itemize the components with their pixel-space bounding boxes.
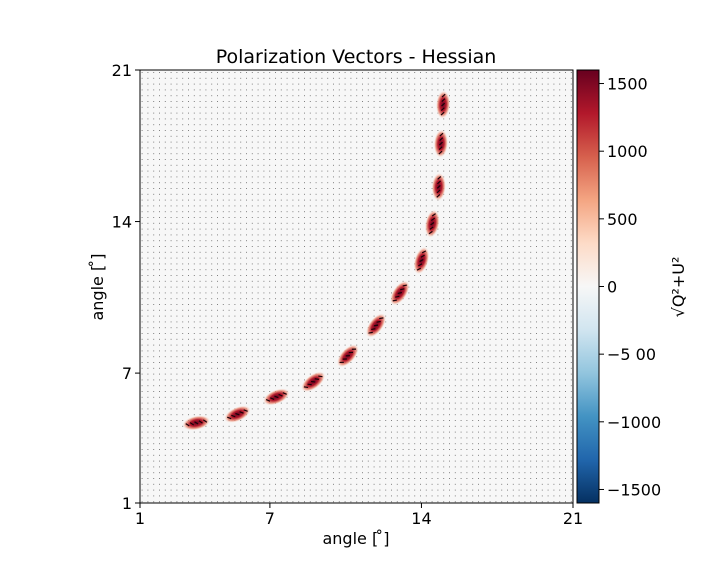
vector-tick	[436, 194, 441, 198]
vector-tick	[227, 416, 232, 420]
data-point	[224, 405, 251, 423]
vector-tick	[351, 348, 357, 350]
vector-tick	[419, 258, 424, 263]
vector-tick	[436, 189, 441, 194]
vector-tick	[430, 222, 435, 226]
vector-tick	[345, 355, 350, 357]
vector-tick	[373, 324, 379, 327]
vector-tick	[202, 419, 208, 423]
data-point	[365, 313, 387, 338]
vector-tick	[431, 213, 436, 217]
plot-frame	[139, 69, 574, 504]
y-axis-label: angle [ ̊]	[88, 253, 107, 320]
data-point	[431, 172, 446, 201]
vector-tick	[430, 217, 436, 221]
x-tick-label: 7	[265, 509, 275, 528]
colorbar-tick-label: 0	[607, 278, 617, 297]
vector-tick	[274, 395, 279, 399]
colorbar-tick-label: −5 00	[607, 345, 656, 364]
vector-tick	[243, 409, 248, 412]
data-point	[390, 280, 410, 306]
vector-tick	[395, 295, 400, 298]
vector-tick	[428, 230, 433, 235]
vector-tick	[441, 102, 446, 107]
vector-tick	[376, 320, 381, 323]
data-point	[263, 388, 290, 406]
vector-tick	[436, 185, 441, 189]
vector-tick	[438, 141, 443, 146]
vector-tick	[379, 317, 384, 320]
colorbar-tick-label: 500	[607, 210, 638, 229]
vector-tick	[185, 423, 190, 427]
vector-tick	[270, 397, 275, 400]
axes: 1 7 14 21 1 7 14 21	[112, 61, 584, 528]
vector-tick	[441, 98, 446, 103]
data-point	[436, 90, 451, 119]
vector-tick	[437, 176, 442, 180]
vector-tick	[189, 422, 194, 426]
vector-tick	[368, 331, 373, 334]
colorbar-tick-label: 1500	[607, 75, 648, 94]
vector-tick	[265, 398, 271, 402]
vector-tick	[371, 328, 376, 331]
x-tick-label: 21	[563, 509, 583, 528]
vector-tick	[231, 414, 236, 418]
chart-title: Polarization Vectors - Hessian	[216, 46, 497, 68]
vector-tick	[198, 420, 203, 424]
vector-tick	[441, 93, 446, 98]
data-point	[413, 246, 430, 275]
vector-tick	[421, 250, 427, 254]
vector-tick	[307, 383, 312, 386]
vector-tick	[438, 150, 443, 155]
vector-tick	[439, 132, 444, 137]
plot-area	[140, 70, 573, 503]
colorbar: 1500 1000 500 0 −5 00 −1000 −1500	[576, 69, 661, 504]
vector-tick	[239, 411, 244, 414]
vector-tick	[439, 137, 444, 141]
data-point	[182, 415, 211, 431]
vector-tick	[400, 288, 405, 291]
y-tick-label: 1	[122, 494, 132, 513]
vector-tick	[392, 299, 398, 302]
vector-tick	[339, 361, 344, 364]
vector-field-dots	[140, 70, 573, 503]
vector-tick	[440, 107, 445, 111]
colorbar-label: √Q²+U²	[669, 257, 688, 318]
vector-tick	[194, 421, 199, 425]
y-tick-label: 14	[112, 213, 132, 232]
y-tick-label: 21	[112, 61, 132, 80]
colorbar-tick-label: 1000	[607, 142, 648, 161]
x-axis-label: angle [ ̊]	[322, 529, 389, 548]
vector-tick	[438, 146, 443, 150]
colorbar-gradient	[576, 69, 600, 504]
vector-tick	[420, 254, 425, 258]
colorbar-tick-label: −1000	[607, 413, 661, 432]
vector-tick	[437, 180, 441, 185]
vector-tick	[348, 351, 354, 354]
vector-tick	[318, 375, 323, 378]
data-point	[433, 129, 448, 158]
vector-tick	[402, 284, 407, 287]
x-tick-label: 14	[411, 509, 431, 528]
vector-tick	[314, 378, 319, 380]
vector-tick	[278, 393, 283, 397]
data-point	[424, 209, 440, 238]
vector-tick	[342, 358, 347, 360]
vector-tick	[311, 380, 316, 383]
y-tick-label: 7	[122, 364, 132, 383]
data-marks	[182, 90, 451, 431]
data-point	[337, 344, 359, 368]
vector-tick	[235, 412, 240, 416]
vector-tick	[429, 226, 434, 230]
colorbar-tick-label: −1500	[607, 480, 661, 499]
vector-tick	[416, 267, 422, 271]
vector-tick	[397, 291, 402, 294]
vector-tick	[440, 111, 445, 116]
data-point	[301, 371, 326, 392]
vector-tick	[303, 386, 309, 389]
vector-tick	[418, 263, 423, 267]
x-tick-label: 1	[135, 509, 145, 528]
vector-tick	[282, 392, 287, 395]
